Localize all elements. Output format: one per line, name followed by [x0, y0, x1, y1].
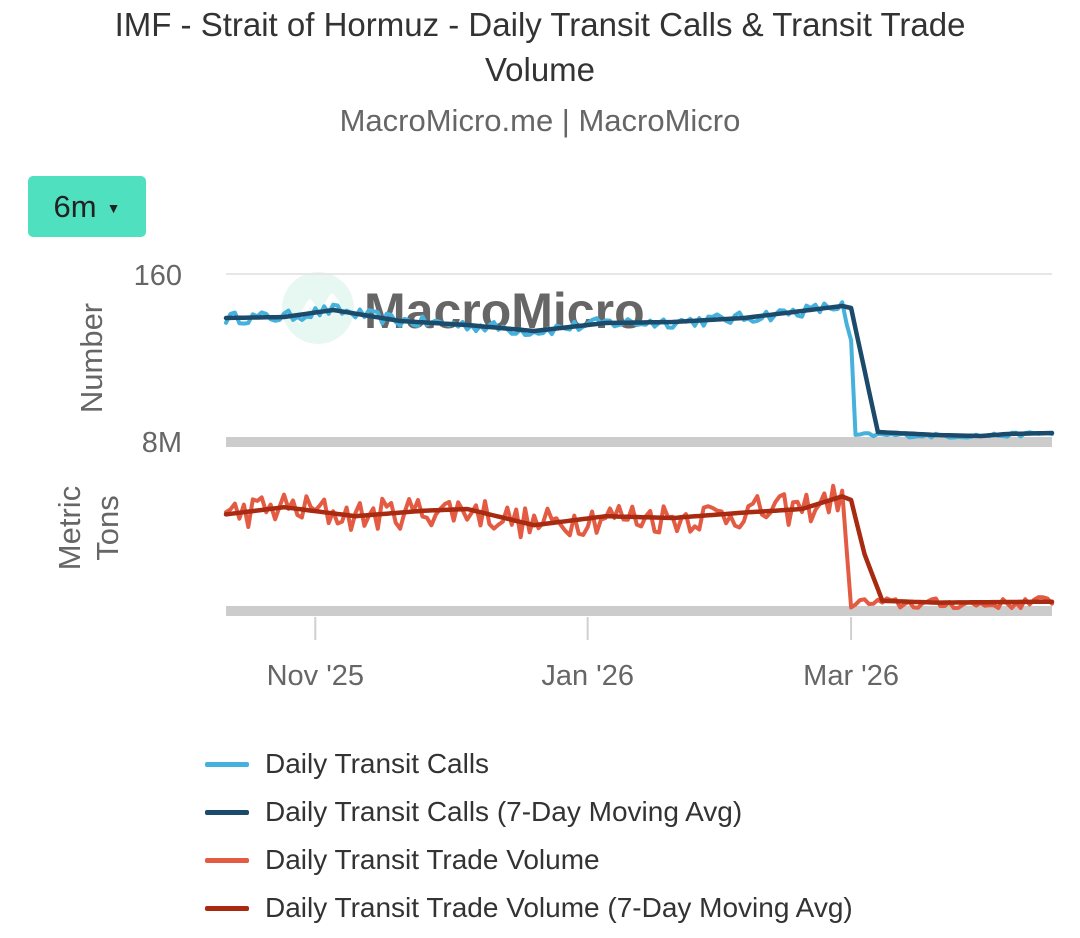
- y-tick-label-calls: 160: [134, 260, 182, 292]
- legend-item-calls-ma[interactable]: Daily Transit Calls (7-Day Moving Avg): [205, 788, 965, 836]
- legend-label-trade: Daily Transit Trade Volume: [265, 844, 600, 875]
- x-tick-label: Mar '26: [803, 660, 899, 692]
- y-tick-label-trade: 8M: [142, 427, 182, 459]
- range-selector-label: 6m: [53, 188, 97, 224]
- calls-ma-series-line: [223, 303, 1055, 439]
- watermark-logo-icon: [282, 272, 354, 344]
- watermark-text: MacroMicro: [364, 283, 645, 339]
- legend-item-trade-ma[interactable]: Daily Transit Trade Volume (7-Day Moving…: [205, 884, 965, 932]
- legend-swatch-calls-ma: [205, 809, 249, 815]
- legend-label-trade-ma: Daily Transit Trade Volume (7-Day Moving…: [265, 892, 853, 923]
- legend-swatch-trade-ma: [205, 905, 249, 911]
- chart-title: IMF - Strait of Hormuz - Daily Transit C…: [114, 6, 966, 88]
- trade-ma-series-line: [223, 494, 1055, 605]
- trade-series-line: [224, 483, 1054, 610]
- trade-baseline: [226, 606, 1052, 616]
- legend: Daily Transit Calls Daily Transit Calls …: [205, 740, 965, 932]
- watermark: MacroMicro: [282, 272, 645, 344]
- chart-subtitle: MacroMicro.me | MacroMicro: [339, 103, 741, 138]
- x-tick-label: Nov '25: [267, 660, 364, 692]
- legend-label-calls: Daily Transit Calls: [265, 748, 490, 779]
- range-selector-button[interactable]: 6m ▼: [28, 176, 146, 237]
- legend-item-trade[interactable]: Daily Transit Trade Volume: [205, 836, 965, 884]
- legend-swatch-calls: [205, 761, 249, 767]
- x-tick-label: Jan '26: [541, 660, 634, 692]
- legend-item-calls[interactable]: Daily Transit Calls: [205, 740, 965, 788]
- legend-label-calls-ma: Daily Transit Calls (7-Day Moving Avg): [265, 796, 743, 827]
- caret-down-icon: ▼: [106, 199, 121, 216]
- y-axis-title-calls: Number: [74, 303, 109, 413]
- calls-baseline: [226, 437, 1052, 447]
- legend-swatch-trade: [205, 857, 249, 863]
- y-axis-title-trade: MetricTons: [52, 486, 125, 570]
